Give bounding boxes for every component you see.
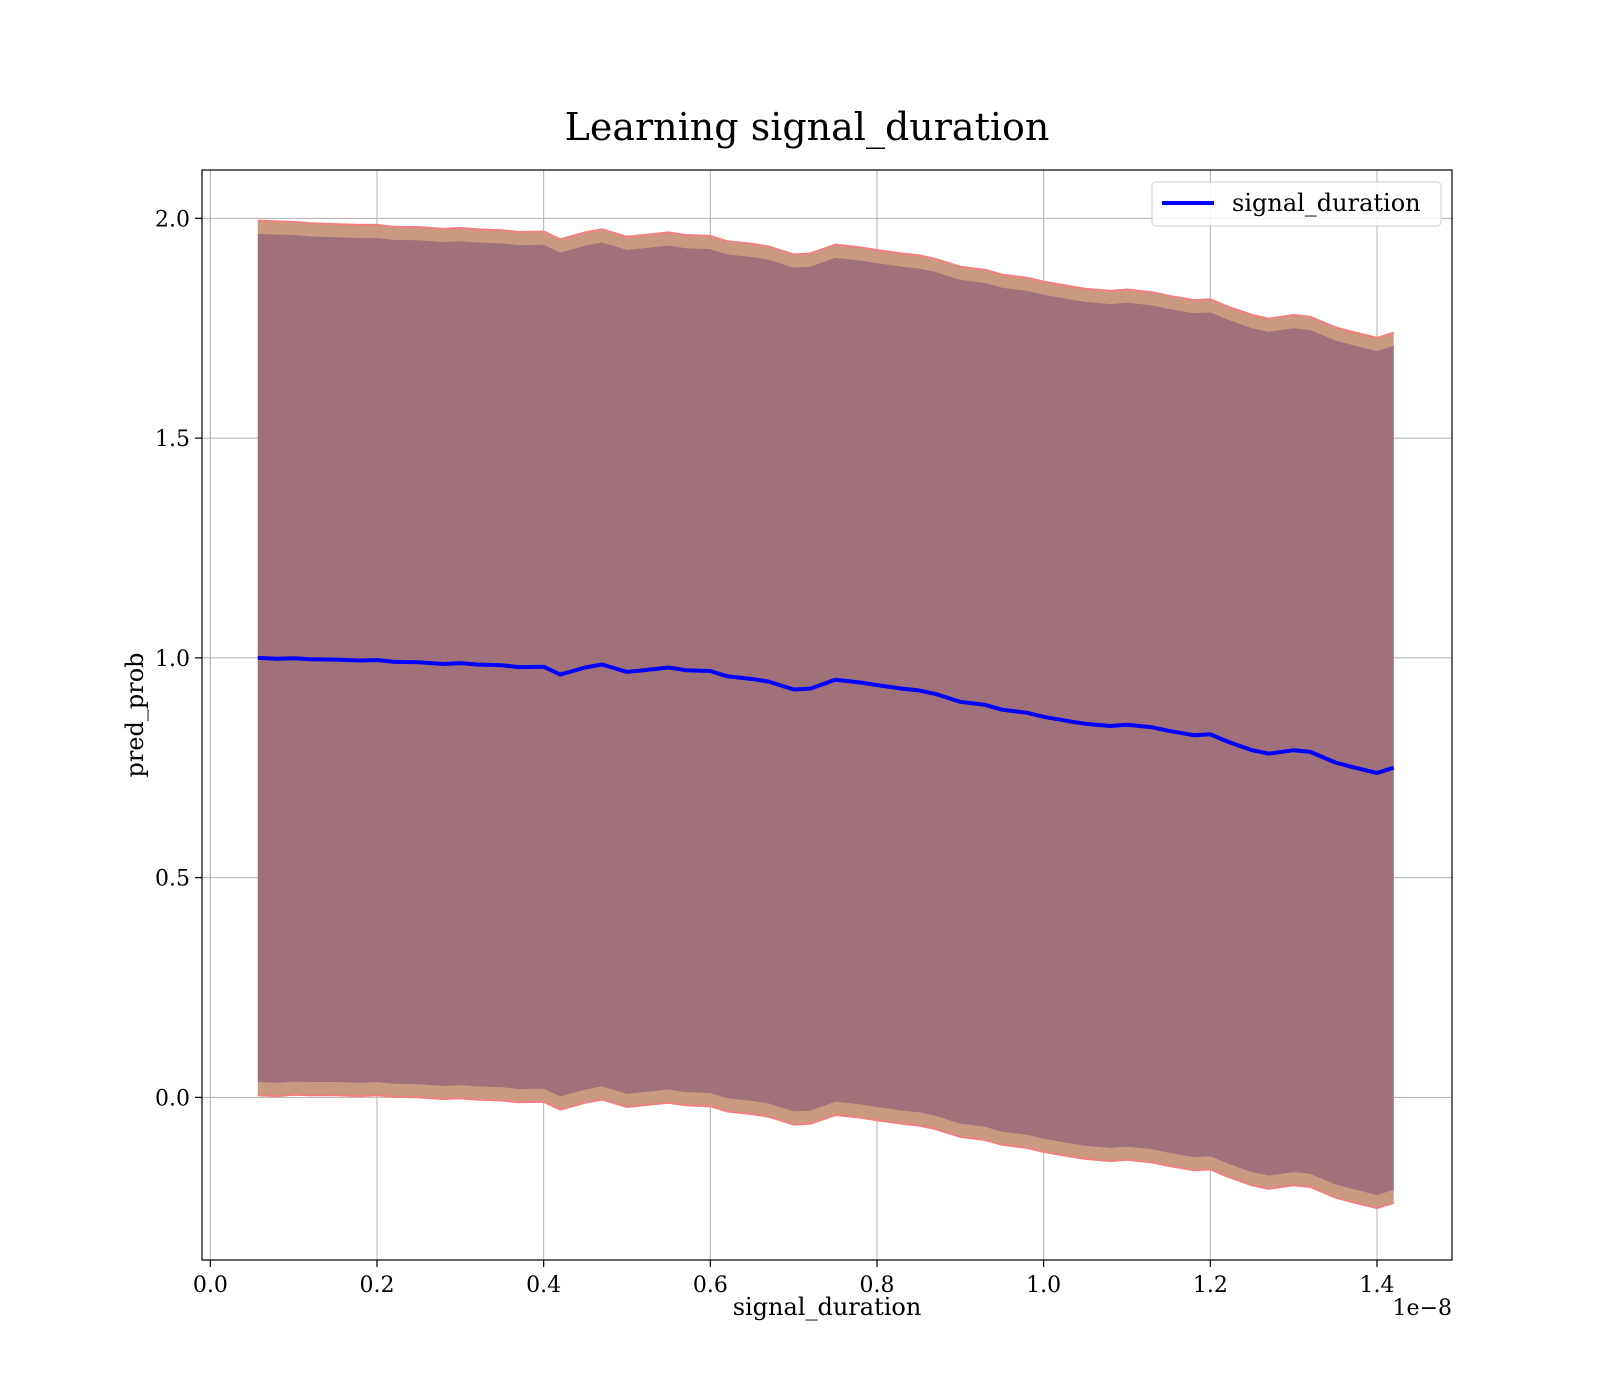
y-tick-label: 1.0 — [155, 647, 190, 672]
y-tick-label: 0.5 — [155, 867, 190, 892]
y-tick-label: 1.5 — [155, 427, 190, 452]
x-tick-label: 1.4 — [1360, 1273, 1395, 1298]
y-tick-label: 0.0 — [155, 1086, 190, 1111]
x-tick-label: 0.0 — [193, 1273, 228, 1298]
x-tick-label: 1.0 — [1026, 1273, 1061, 1298]
x-tick-label: 0.8 — [860, 1273, 895, 1298]
series-line-signal-duration — [257, 655, 1395, 775]
legend-entry-label: signal_duration — [1232, 189, 1421, 217]
confidence-bands — [257, 219, 1395, 1210]
inner-band — [257, 233, 1394, 1195]
legend: signal_duration — [1151, 181, 1442, 227]
chart-title: Learning signal_duration — [565, 105, 1050, 150]
x-axis-ticks: 0.0 0.2 0.4 0.6 0.8 1.0 1.2 1.4 — [193, 1260, 1395, 1298]
upper-band-edge — [257, 219, 1395, 339]
x-tick-label: 0.2 — [360, 1273, 395, 1298]
series-lines — [257, 655, 1395, 775]
x-tick-label: 1.2 — [1193, 1273, 1228, 1298]
x-tick-label: 0.6 — [693, 1273, 728, 1298]
y-axis-ticks: 0.0 0.5 1.0 1.5 2.0 — [155, 207, 202, 1111]
legend-box — [1151, 181, 1442, 227]
y-tick-label: 2.0 — [155, 207, 190, 232]
lower-band-edge — [257, 1093, 1394, 1210]
x-axis-label: signal_duration — [733, 1293, 922, 1321]
x-tick-label: 0.4 — [526, 1273, 561, 1298]
y-axis-label: pred_prob — [121, 652, 149, 777]
x-offset-label: 1e−8 — [1393, 1296, 1452, 1321]
plot-frame — [201, 169, 1453, 1261]
